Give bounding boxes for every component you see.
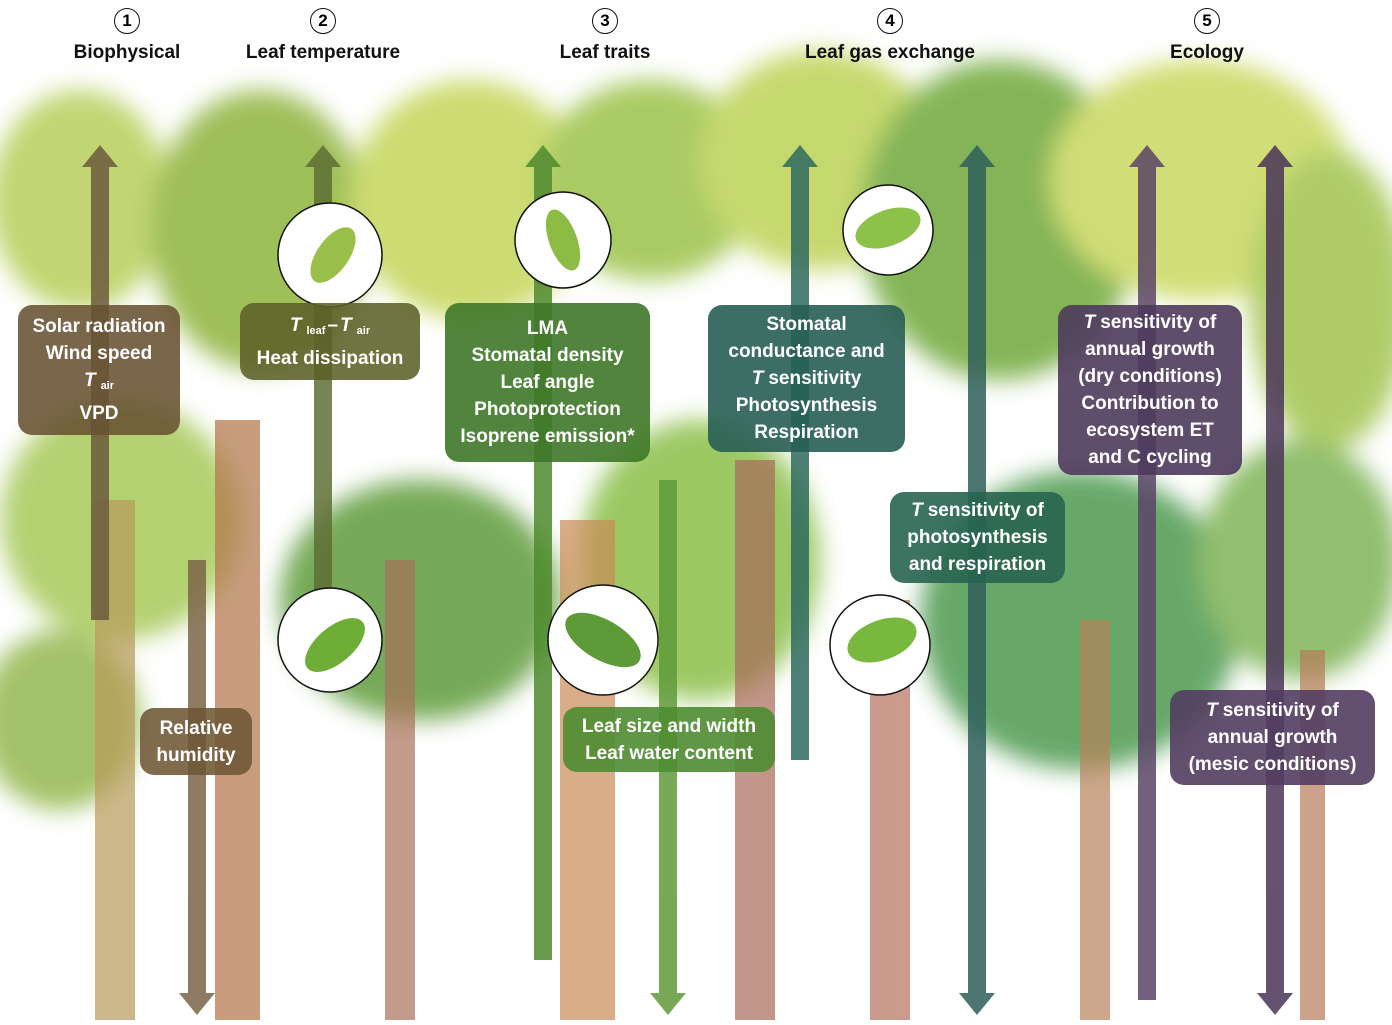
- column-title: Ecology: [1170, 42, 1244, 63]
- subscript: air: [356, 324, 371, 337]
- column-number: 2: [310, 8, 336, 34]
- column-number: 3: [592, 8, 618, 34]
- arrow: [179, 560, 215, 1015]
- text-line: annual growth: [1207, 727, 1338, 748]
- text-box: LMA Stomatal density Leaf angle Photoprotec…: [445, 303, 650, 462]
- text-line: LMA: [526, 318, 569, 339]
- text-line: Heat dissipation: [256, 347, 404, 369]
- text-line: Leaf size and width: [581, 715, 757, 737]
- italic-symbol: T: [751, 368, 764, 389]
- text-box: Relative humidity: [140, 708, 252, 775]
- arrow: [1257, 145, 1293, 1015]
- text-line: Contribution to: [1081, 393, 1219, 414]
- text-part: sensitivity: [768, 368, 862, 389]
- italic-symbol: T: [83, 370, 96, 391]
- text-line: Isoprene emission*: [460, 426, 635, 447]
- column-number: 4: [877, 8, 903, 34]
- text-line: Leaf water content: [585, 742, 753, 764]
- text-line: ecosystem ET: [1086, 420, 1214, 441]
- text-line: (dry conditions): [1078, 366, 1222, 387]
- text-line: Leaf angle: [500, 372, 595, 393]
- text-line: annual growth: [1085, 339, 1215, 360]
- text-line: Photoprotection: [474, 399, 621, 420]
- text-line: conductance and: [728, 341, 885, 362]
- italic-symbol: T: [289, 314, 302, 336]
- text-line: (mesic conditions): [1188, 754, 1357, 775]
- column-title: Leaf gas exchange: [804, 42, 976, 63]
- text-box: Leaf size and width Leaf water content: [563, 707, 775, 772]
- text-part: sensitivity of: [1222, 700, 1339, 721]
- text-line: and C cycling: [1088, 447, 1212, 468]
- subscript: air: [100, 380, 115, 392]
- column-number: 1: [114, 8, 140, 34]
- text-line: Stomatal: [766, 314, 847, 335]
- column-title: Leaf traits: [559, 42, 651, 63]
- text-line: and respiration: [908, 554, 1047, 575]
- italic-symbol: T: [1083, 312, 1096, 333]
- subscript: leaf: [306, 324, 326, 337]
- text-line: VPD: [79, 403, 119, 424]
- text-line: Stomatal density: [471, 345, 624, 366]
- italic-symbol: T: [340, 314, 352, 336]
- column-number: 5: [1194, 8, 1220, 34]
- text-part: sensitivity of: [927, 500, 1044, 521]
- text-line: Wind speed: [45, 343, 153, 364]
- text-line: Respiration: [754, 422, 859, 443]
- column-title: Biophysical: [73, 42, 181, 63]
- text-line: Solar radiation: [32, 316, 166, 337]
- text-line: photosynthesis: [907, 527, 1048, 548]
- text-line: Photosynthesis: [735, 395, 878, 416]
- text-part: –: [327, 314, 339, 336]
- column-title: Leaf temperature: [245, 42, 401, 63]
- italic-symbol: T: [1206, 700, 1218, 721]
- italic-symbol: T: [911, 500, 923, 521]
- text-part: sensitivity of: [1100, 312, 1217, 333]
- text-line: Relative: [159, 717, 233, 739]
- text-line: humidity: [156, 744, 236, 766]
